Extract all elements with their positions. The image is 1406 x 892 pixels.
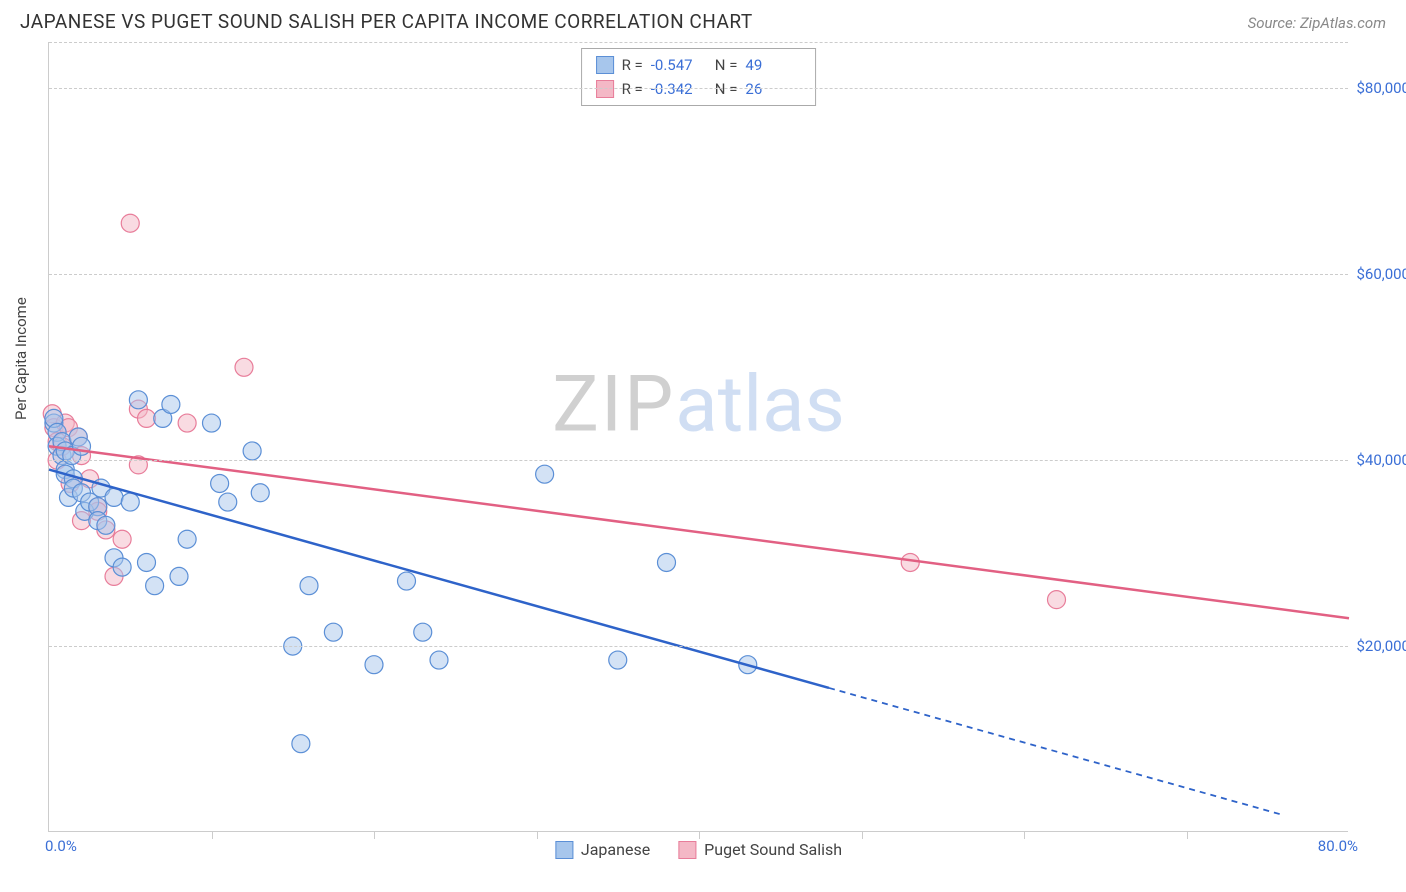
point-series2 (178, 414, 196, 432)
chart-plot-area: ZIPatlas R =-0.547N =49R =-0.342N =26 Ja… (48, 42, 1348, 832)
chart-title: JAPANESE VS PUGET SOUND SALISH PER CAPIT… (20, 10, 753, 33)
x-tick (537, 831, 538, 839)
legend-swatch (678, 841, 696, 859)
y-tick-label: $40,000 (1356, 451, 1406, 469)
point-series1 (203, 414, 221, 432)
point-series1 (129, 391, 147, 409)
x-tick (212, 831, 213, 839)
point-series1 (243, 442, 261, 460)
source-attribution: Source: ZipAtlas.com (1248, 14, 1386, 32)
scatter-plot-svg (49, 42, 1348, 831)
legend-series: Japanese Puget Sound Salish (555, 840, 842, 859)
point-series2 (113, 530, 131, 548)
legend-series-label: Japanese (581, 840, 650, 859)
point-series1 (609, 651, 627, 669)
point-series1 (146, 577, 164, 595)
y-tick-label: $20,000 (1356, 637, 1406, 655)
legend-series-item: Japanese (555, 840, 650, 859)
point-series1 (113, 558, 131, 576)
point-series1 (300, 577, 318, 595)
legend-stat-row: R = -0.547 N = 49 (596, 53, 802, 77)
point-series1 (170, 567, 188, 585)
gridline-h (49, 460, 1348, 461)
y-tick-label: $80,000 (1356, 79, 1406, 97)
gridline-h (49, 646, 1348, 647)
regression-line-series2 (49, 446, 1349, 618)
point-series1 (178, 530, 196, 548)
point-series1 (105, 488, 123, 506)
point-series1 (211, 474, 229, 492)
legend-r-label: R = (622, 53, 643, 77)
point-series2 (1048, 591, 1066, 609)
y-tick-label: $60,000 (1356, 265, 1406, 283)
legend-r-value: -0.547 (651, 53, 707, 77)
y-axis-label: Per Capita Income (12, 297, 30, 420)
point-series1 (324, 623, 342, 641)
point-series2 (121, 214, 139, 232)
point-series1 (398, 572, 416, 590)
legend-swatch (555, 841, 573, 859)
point-series2 (235, 358, 253, 376)
x-tick (862, 831, 863, 839)
x-tick (374, 831, 375, 839)
point-series2 (901, 553, 919, 571)
gridline-h (49, 274, 1348, 275)
point-series1 (121, 493, 139, 511)
point-series1 (138, 553, 156, 571)
legend-correlation-box: R =-0.547N =49R =-0.342N =26 (581, 48, 817, 106)
point-series1 (536, 465, 554, 483)
point-series1 (251, 484, 269, 502)
x-tick (1024, 831, 1025, 839)
point-series1 (97, 516, 115, 534)
point-series1 (292, 735, 310, 753)
point-series1 (365, 656, 383, 674)
point-series2 (138, 409, 156, 427)
gridline-h (49, 88, 1348, 89)
point-series1 (430, 651, 448, 669)
legend-swatch (596, 56, 614, 74)
x-tick (699, 831, 700, 839)
x-axis-min-label: 0.0% (45, 837, 77, 855)
point-series1 (414, 623, 432, 641)
x-tick (1187, 831, 1188, 839)
legend-n-value: 49 (745, 53, 801, 77)
x-axis-max-label: 80.0% (1318, 837, 1358, 855)
point-series1 (219, 493, 237, 511)
legend-series-item: Puget Sound Salish (678, 840, 842, 859)
legend-n-label: N = (715, 53, 738, 77)
gridline-h (49, 42, 1348, 43)
regression-line-series1-dash (829, 688, 1284, 815)
point-series1 (658, 553, 676, 571)
legend-series-label: Puget Sound Salish (704, 840, 842, 859)
point-series1 (162, 395, 180, 413)
